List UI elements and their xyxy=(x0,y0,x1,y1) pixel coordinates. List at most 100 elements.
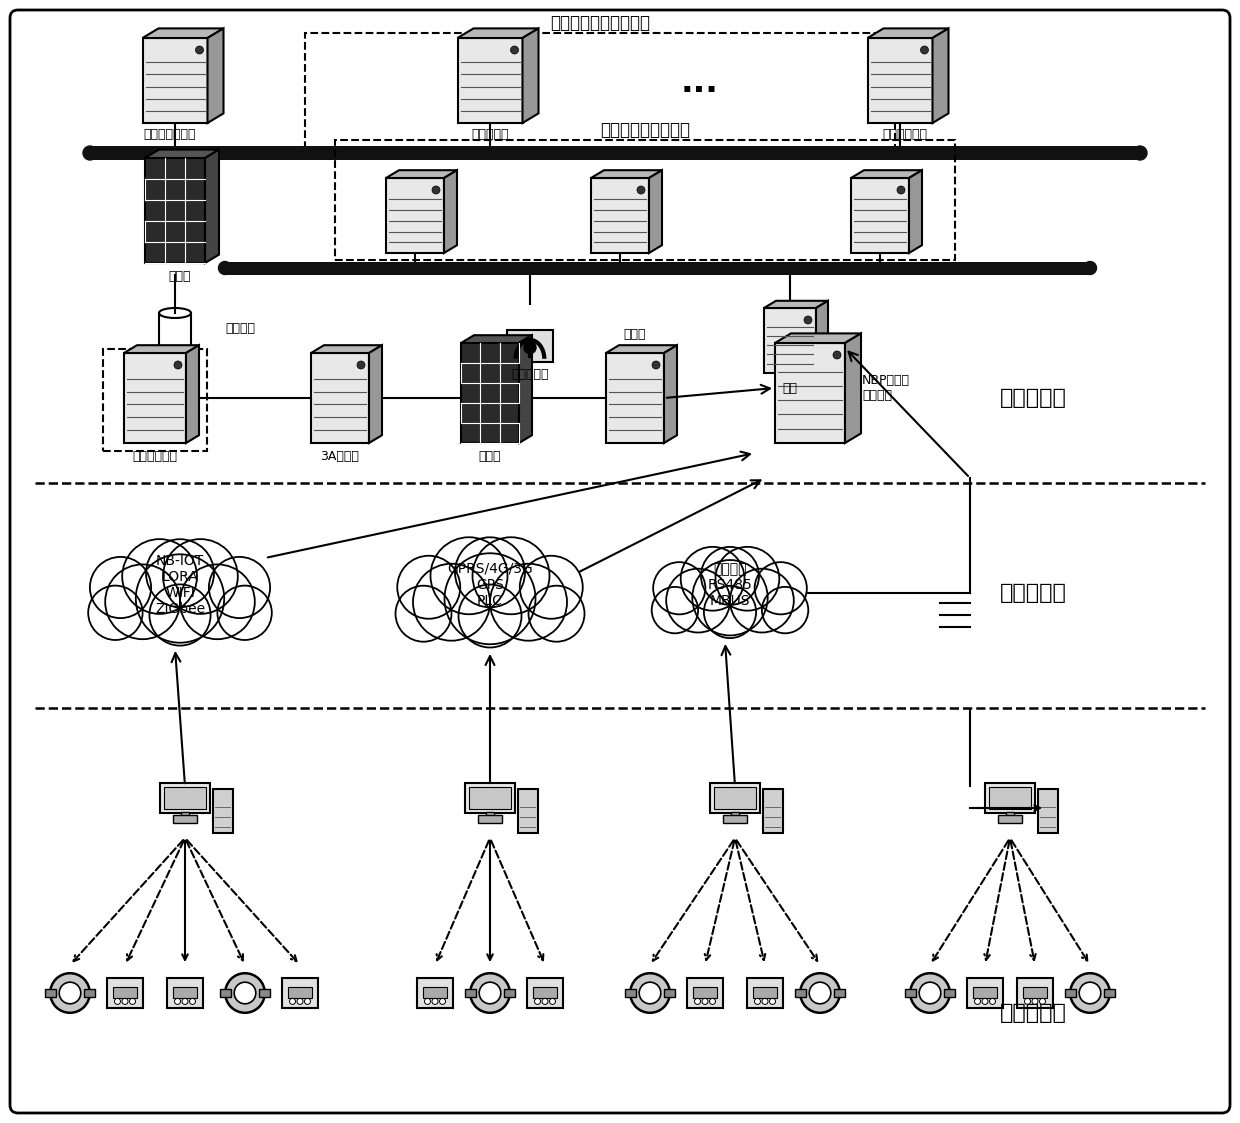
Text: GPRS/4G/3G
GPS
PLC: GPRS/4G/3G GPS PLC xyxy=(448,562,533,609)
Circle shape xyxy=(146,539,215,608)
Circle shape xyxy=(432,186,440,194)
Circle shape xyxy=(472,537,549,614)
Bar xyxy=(281,978,317,1008)
Text: 应用程序服务器: 应用程序服务器 xyxy=(144,128,196,141)
Circle shape xyxy=(175,998,181,1004)
Circle shape xyxy=(479,983,501,1004)
Bar xyxy=(465,989,476,996)
Polygon shape xyxy=(143,28,223,38)
Bar xyxy=(505,989,515,996)
Text: 云平台数据服务器集群: 云平台数据服务器集群 xyxy=(551,13,650,31)
Bar xyxy=(167,978,203,1008)
Bar xyxy=(753,987,777,997)
Polygon shape xyxy=(124,353,186,442)
Polygon shape xyxy=(458,38,522,124)
Circle shape xyxy=(910,974,950,1013)
Circle shape xyxy=(754,998,760,1004)
Bar xyxy=(723,814,746,823)
Bar xyxy=(1023,987,1047,997)
Circle shape xyxy=(430,537,507,614)
Polygon shape xyxy=(663,345,677,442)
Polygon shape xyxy=(775,334,861,343)
Text: NB-IOT
LORA
WIFI
ZIGbee: NB-IOT LORA WIFI ZIGbee xyxy=(155,554,205,617)
Circle shape xyxy=(652,360,660,369)
Text: 文件服务器: 文件服务器 xyxy=(471,128,508,141)
Circle shape xyxy=(455,537,525,608)
Circle shape xyxy=(122,998,128,1004)
Polygon shape xyxy=(851,171,923,179)
Circle shape xyxy=(704,586,756,638)
Circle shape xyxy=(490,564,567,641)
Polygon shape xyxy=(851,179,909,253)
Bar xyxy=(1105,989,1115,996)
Polygon shape xyxy=(124,345,198,353)
Bar xyxy=(693,987,717,997)
Circle shape xyxy=(990,998,996,1004)
Polygon shape xyxy=(207,28,223,124)
Bar xyxy=(219,989,231,996)
Circle shape xyxy=(1039,998,1045,1004)
Circle shape xyxy=(357,360,365,369)
Circle shape xyxy=(534,998,541,1004)
Circle shape xyxy=(180,565,254,639)
Bar xyxy=(746,978,782,1008)
Circle shape xyxy=(136,555,224,642)
Bar xyxy=(1017,978,1053,1008)
Bar xyxy=(665,989,676,996)
Bar xyxy=(518,788,538,832)
Circle shape xyxy=(424,998,430,1004)
Bar xyxy=(477,814,502,823)
Bar xyxy=(763,788,782,832)
Bar xyxy=(507,330,553,362)
Circle shape xyxy=(1024,998,1030,1004)
Polygon shape xyxy=(145,158,205,263)
Polygon shape xyxy=(591,179,649,253)
Circle shape xyxy=(975,998,981,1004)
Circle shape xyxy=(666,568,730,632)
Polygon shape xyxy=(311,345,382,353)
Bar xyxy=(174,987,197,997)
Circle shape xyxy=(755,563,807,614)
Polygon shape xyxy=(775,343,844,442)
Text: 防火墙: 防火墙 xyxy=(169,271,191,283)
Polygon shape xyxy=(764,308,816,373)
Circle shape xyxy=(810,983,831,1004)
Bar xyxy=(154,363,196,368)
Circle shape xyxy=(520,556,583,619)
Circle shape xyxy=(761,587,808,633)
Circle shape xyxy=(681,547,744,611)
Circle shape xyxy=(919,983,941,1004)
Bar xyxy=(990,787,1030,810)
Circle shape xyxy=(1084,262,1096,274)
Circle shape xyxy=(396,586,451,641)
Polygon shape xyxy=(764,301,828,308)
Bar xyxy=(1038,788,1058,832)
Circle shape xyxy=(525,341,536,354)
Polygon shape xyxy=(311,353,370,442)
Bar xyxy=(423,987,446,997)
Bar xyxy=(84,989,95,996)
Circle shape xyxy=(833,351,841,359)
Bar xyxy=(164,787,206,810)
Polygon shape xyxy=(461,343,520,442)
Circle shape xyxy=(542,998,548,1004)
Polygon shape xyxy=(458,28,538,38)
Circle shape xyxy=(630,974,670,1013)
Circle shape xyxy=(83,146,97,159)
Bar xyxy=(795,989,806,996)
Text: 前端数据服务器集群: 前端数据服务器集群 xyxy=(600,121,689,139)
Circle shape xyxy=(694,998,701,1004)
Circle shape xyxy=(763,998,768,1004)
Polygon shape xyxy=(868,28,949,38)
Text: 数据库服务器: 数据库服务器 xyxy=(883,128,928,141)
Bar xyxy=(174,814,197,823)
Circle shape xyxy=(105,565,180,639)
Bar xyxy=(91,146,1140,159)
Bar xyxy=(181,812,188,819)
Circle shape xyxy=(226,974,265,1013)
Circle shape xyxy=(217,585,272,640)
Circle shape xyxy=(298,998,303,1004)
Polygon shape xyxy=(649,171,662,253)
Bar xyxy=(625,989,636,996)
Text: 负载均衡: 负载均衡 xyxy=(224,321,255,335)
